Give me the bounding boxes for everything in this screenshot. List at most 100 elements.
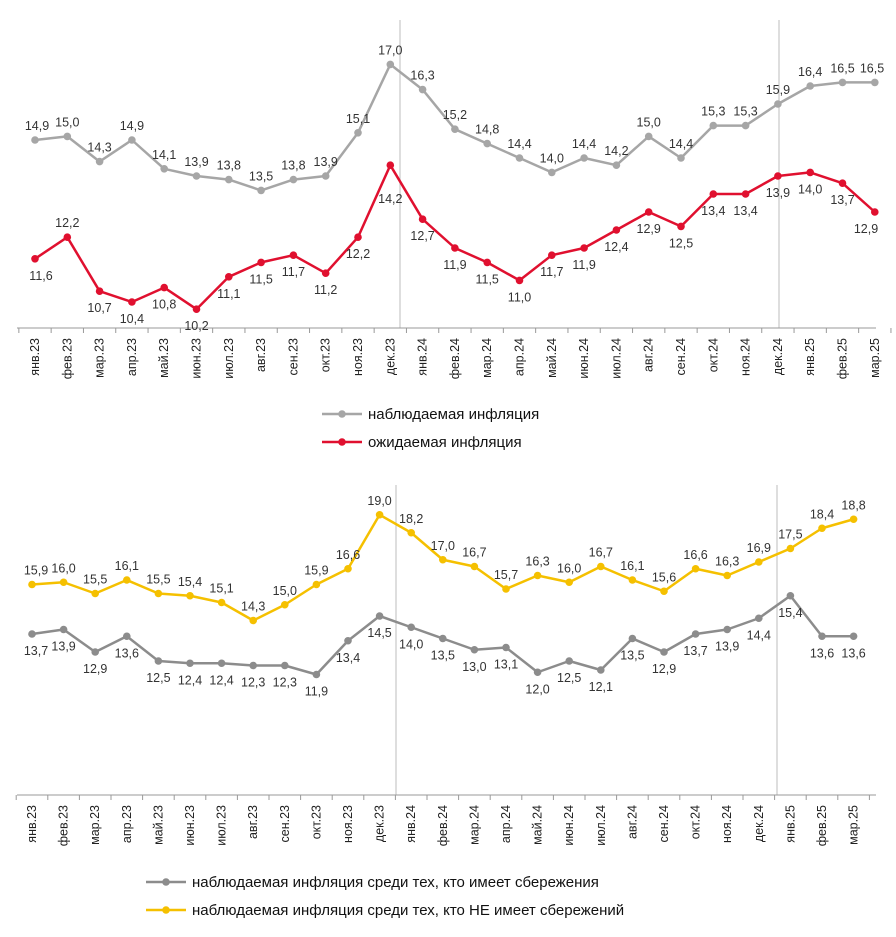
data-label: 13,7 [683,644,707,658]
data-label: 16,9 [747,541,771,555]
x-tick-label: янв.23 [25,805,39,843]
data-label: 15,5 [83,573,107,587]
data-point [312,670,321,679]
x-tick-label: янв.25 [803,338,817,376]
data-point [321,172,330,180]
data-point [849,515,858,524]
x-tick-label: апр.23 [125,338,139,376]
data-point [755,614,763,623]
x-tick-label: июл.23 [215,805,229,846]
x-tick-label: окт.24 [689,805,703,839]
x-tick-label: ноя.24 [720,805,734,843]
data-label: 11,0 [508,290,531,304]
data-point [565,657,573,665]
data-label: 13,4 [336,651,360,665]
data-label: 14,3 [241,600,265,614]
data-label: 15,9 [24,564,48,578]
data-label: 18,2 [399,512,423,526]
x-tick-label: мар.23 [88,805,102,845]
data-label: 15,1 [209,582,233,596]
data-point [31,136,39,144]
data-label: 13,8 [217,159,241,173]
data-point [723,571,731,580]
legend-label-expected: ожидаемая инфляция [368,434,522,451]
data-point [439,634,447,643]
x-tick-label: янв.24 [416,338,430,376]
data-label: 14,1 [152,148,176,162]
x-tick-label: ноя.23 [351,338,365,376]
data-label: 16,0 [51,561,75,575]
data-point [257,186,265,195]
data-point [217,598,226,607]
data-label: 15,2 [443,108,467,122]
data-label: 14,8 [475,123,499,137]
data-point [741,121,750,130]
data-point [249,661,257,670]
x-tick-label: апр.24 [513,338,527,376]
data-point [470,562,479,571]
data-label: 11,7 [282,265,305,279]
data-label: 11,5 [475,272,498,286]
data-label: 13,0 [462,660,486,674]
x-tick-label: май.24 [545,338,559,378]
data-point [548,168,556,177]
x-tick-label: мар.25 [847,805,861,845]
legend-item-without-savings: наблюдаемая инфляция среди тех, кто НЕ и… [146,902,624,919]
data-point [63,233,72,241]
data-label: 11,6 [29,269,52,283]
data-label: 12,2 [55,216,79,230]
data-point [723,625,731,634]
x-tick-label: июл.24 [609,338,623,379]
data-label: 14,4 [747,628,771,642]
data-point [838,179,847,187]
data-point [95,157,104,166]
data-label: 16,5 [830,61,854,75]
data-label: 16,1 [115,559,139,573]
data-point [644,132,653,141]
data-label: 14,2 [378,192,402,206]
x-tick-label: дек.24 [752,805,766,842]
legend-bottom: наблюдаемая инфляция среди тех, кто имее… [146,874,624,919]
data-label: 12,4 [604,240,628,254]
data-point [375,510,384,519]
x-tick-label: янв.24 [404,805,418,843]
data-label: 12,9 [854,222,878,236]
data-point [154,589,163,598]
data-label: 11,5 [249,272,272,286]
x-tick-label: дек.24 [771,338,785,375]
x-tick-label: окт.23 [319,338,333,372]
x-tick-label: фев.24 [436,805,450,846]
data-point [281,600,289,609]
data-label: 13,5 [249,169,273,183]
x-tick-label: апр.24 [499,805,513,843]
data-label: 11,9 [443,258,466,272]
data-point [565,578,573,587]
data-point [91,648,99,656]
data-point [59,625,68,634]
data-point [28,580,36,589]
data-point [59,578,68,587]
data-point [31,254,39,263]
data-label: 15,5 [146,573,170,587]
data-label: 12,3 [241,676,265,690]
data-label: 13,6 [810,646,834,660]
data-label: 15,4 [778,606,802,620]
data-point [515,154,524,162]
data-label: 14,9 [120,119,144,133]
legend-top: наблюдаемая инфляция ожидаемая инфляция [322,406,539,451]
data-label: 11,2 [314,283,337,297]
data-label: 13,9 [314,155,338,169]
data-label: 12,5 [669,236,693,250]
data-label: 14,2 [604,144,628,158]
data-point [786,544,795,553]
data-point [709,190,718,198]
data-label: 14,5 [367,626,391,640]
data-point [225,273,233,281]
data-point [849,632,858,641]
data-point [515,276,524,285]
x-tick-label: июн.24 [562,805,576,846]
data-point [709,121,718,130]
data-point [677,222,685,231]
data-label: 17,0 [378,43,402,57]
